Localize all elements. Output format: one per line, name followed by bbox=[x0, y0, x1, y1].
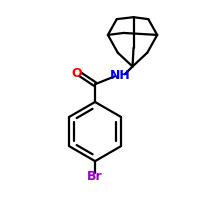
Text: Br: Br bbox=[87, 170, 103, 183]
Text: NH: NH bbox=[110, 69, 131, 82]
Text: O: O bbox=[71, 67, 82, 80]
